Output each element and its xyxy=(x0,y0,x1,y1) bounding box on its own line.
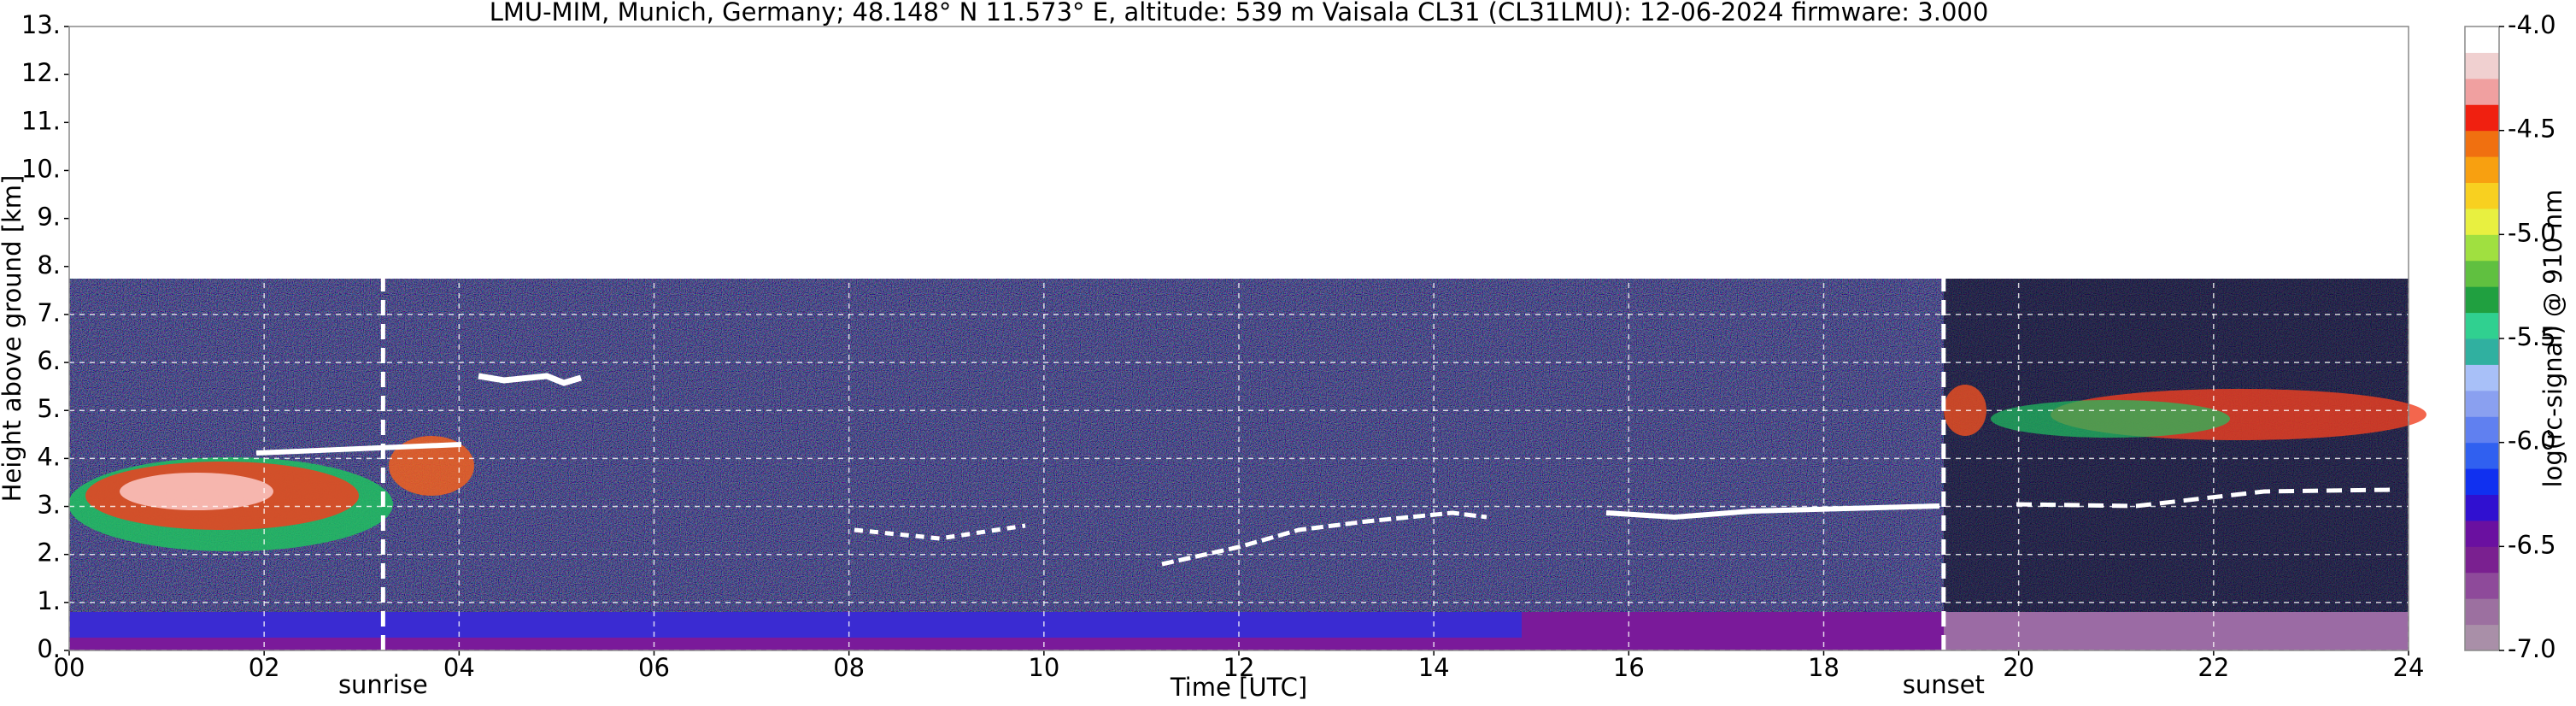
x-tick-label: 00 xyxy=(54,653,85,682)
y-tick-label: 11. xyxy=(21,106,61,135)
y-tick-label: 13. xyxy=(21,10,61,39)
colorbar-segment xyxy=(2465,78,2499,105)
colorbar-segment xyxy=(2465,468,2499,495)
colorbar-segment xyxy=(2465,130,2499,157)
colorbar-segment xyxy=(2465,364,2499,391)
colorbar-segment xyxy=(2465,624,2499,651)
colorbar-tick-label: -4.5 xyxy=(2508,115,2556,144)
x-tick-label: 10 xyxy=(1028,653,1059,682)
y-tick-label: 4. xyxy=(37,442,61,471)
colorbar-tick-label: -7.0 xyxy=(2508,634,2556,663)
y-tick-label: 9. xyxy=(37,203,61,232)
colorbar-segment xyxy=(2465,52,2499,79)
colorbar-segment xyxy=(2465,312,2499,339)
y-axis-label: Height above ground [km] xyxy=(0,175,26,503)
colorbar-segment xyxy=(2465,442,2499,469)
x-tick-label: 24 xyxy=(2393,653,2425,682)
colorbar-segment xyxy=(2465,260,2499,287)
y-tick-label: 3. xyxy=(37,491,61,520)
colorbar-segment xyxy=(2465,390,2499,417)
x-tick-label: 12 xyxy=(1223,653,1255,682)
chart-title: LMU-MIM, Munich, Germany; 48.148° N 11.5… xyxy=(490,0,1989,26)
x-tick-label: 20 xyxy=(2003,653,2034,682)
x-tick-label: 18 xyxy=(1808,653,1840,682)
x-tick-label: 06 xyxy=(638,653,670,682)
colorbar-label: log(rc-signal) @ 910 nm xyxy=(2538,190,2567,488)
colorbar-segment xyxy=(2465,286,2499,314)
x-tick-label: 04 xyxy=(443,653,475,682)
x-axis-label: Time [UTC] xyxy=(1170,673,1307,702)
colorbar-segment xyxy=(2465,208,2499,235)
y-tick-label: 2. xyxy=(37,538,61,568)
y-tick-label: 7. xyxy=(37,298,61,327)
y-tick-label: 5. xyxy=(37,394,61,423)
colorbar-segment xyxy=(2465,104,2499,132)
y-tick-label: 0. xyxy=(37,634,61,663)
x-tick-label: 02 xyxy=(249,653,280,682)
y-tick-label: 6. xyxy=(37,346,61,375)
y-tick-label: 8. xyxy=(37,250,61,279)
colorbar-segment xyxy=(2465,416,2499,444)
colorbar-segment xyxy=(2465,598,2499,626)
annotation-label: sunset xyxy=(1903,670,1985,699)
backscatter-image xyxy=(68,279,2426,650)
colorbar-segment xyxy=(2465,494,2499,521)
colorbar-segment xyxy=(2465,156,2499,183)
colorbar-segment xyxy=(2465,572,2499,599)
y-tick-label: 10. xyxy=(21,154,61,183)
y-tick-label: 1. xyxy=(37,586,61,615)
plot-frame xyxy=(68,26,2409,651)
y-tick-label: 12. xyxy=(21,58,61,87)
colorbar-segment xyxy=(2465,546,2499,574)
colorbar-tick-label: -5.0 xyxy=(2508,218,2556,247)
annotation-label: sunrise xyxy=(338,670,428,699)
colorbar-segment xyxy=(2465,182,2499,209)
colorbar-tick-label: -5.5 xyxy=(2508,322,2556,351)
colorbar-segment xyxy=(2465,234,2499,262)
colorbar-segment xyxy=(2465,338,2499,365)
colorbar-tick-label: -4.0 xyxy=(2508,10,2556,39)
colorbar-segment xyxy=(2465,26,2499,53)
colorbar-tick-label: -6.5 xyxy=(2508,530,2556,559)
colorbar-segment xyxy=(2465,520,2499,547)
x-tick-label: 08 xyxy=(833,653,865,682)
x-tick-label: 22 xyxy=(2198,653,2229,682)
x-tick-label: 14 xyxy=(1418,653,1450,682)
colorbar-tick-label: -6.0 xyxy=(2508,427,2556,456)
x-tick-label: 16 xyxy=(1613,653,1645,682)
